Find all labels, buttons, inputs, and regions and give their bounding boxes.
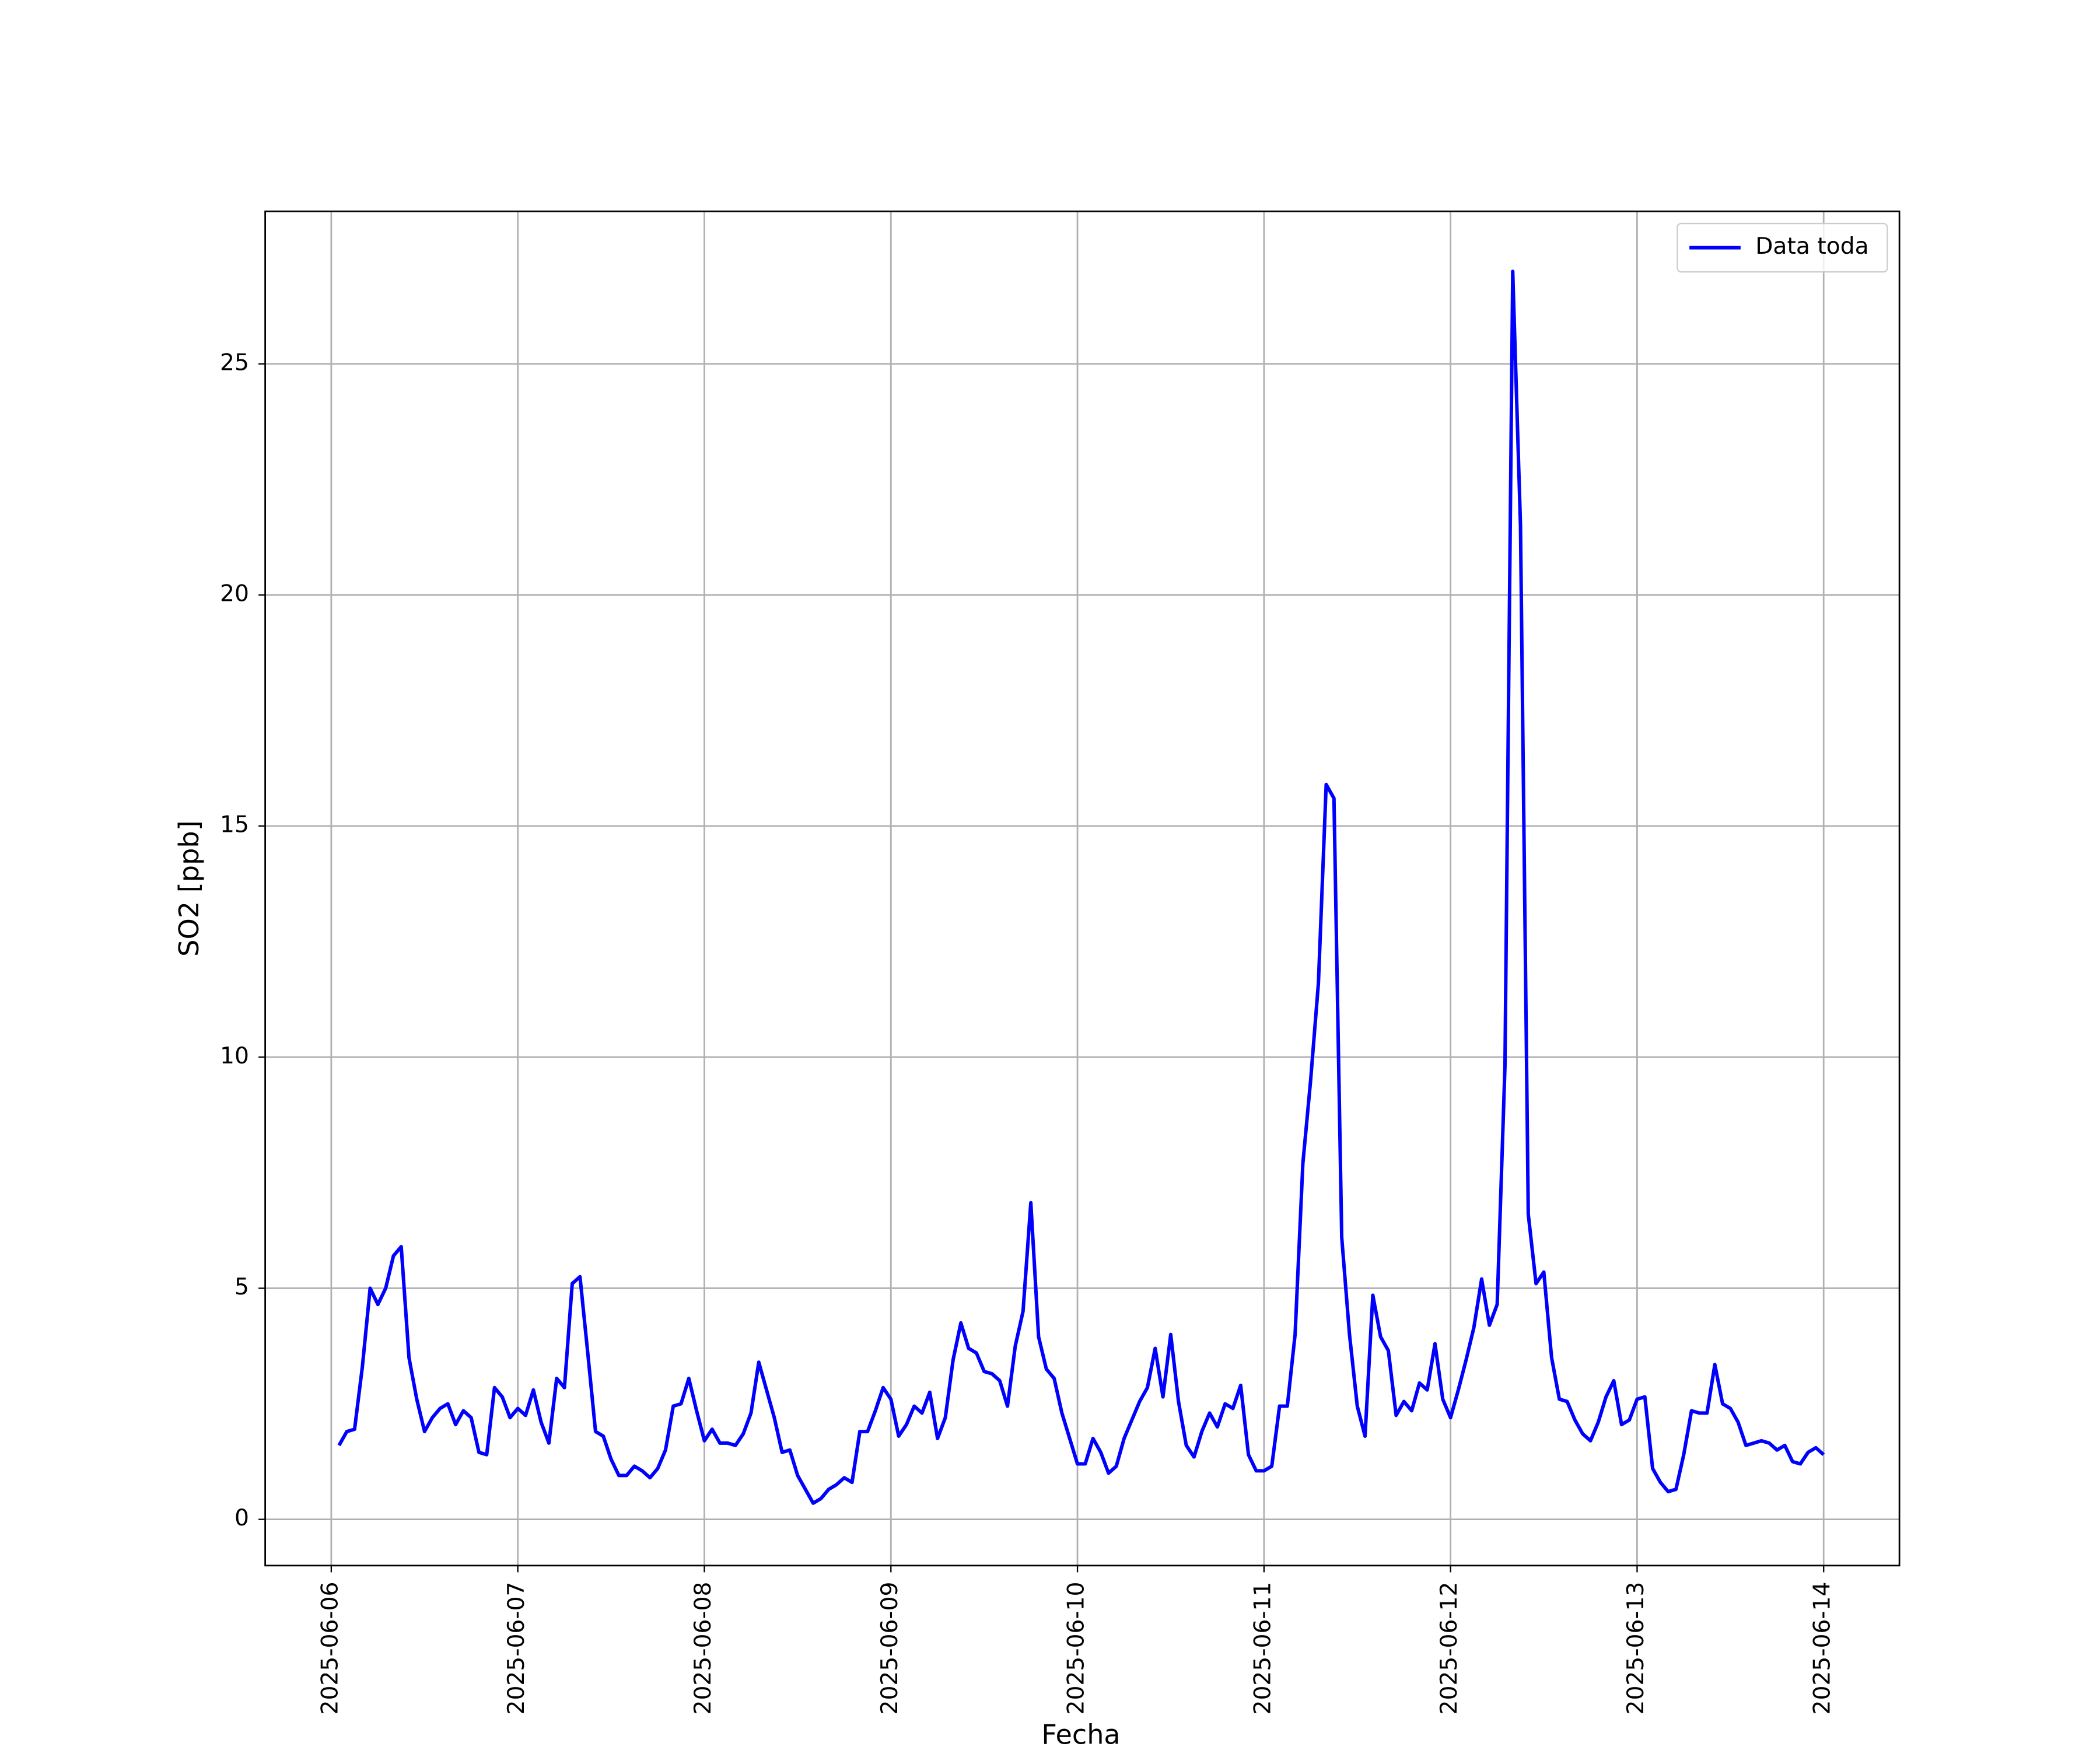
legend-label: Data toda bbox=[1755, 233, 1868, 260]
y-tick-label: 25 bbox=[220, 349, 249, 376]
x-tick-label: 2025-06-14 bbox=[1810, 1582, 1836, 1715]
y-tick-label: 15 bbox=[220, 812, 249, 838]
x-tick-label: 2025-06-10 bbox=[1063, 1582, 1090, 1715]
x-tick-label: 2025-06-06 bbox=[317, 1582, 343, 1715]
x-tick-label: 2025-06-12 bbox=[1436, 1582, 1462, 1715]
plot-frame bbox=[264, 210, 1901, 1567]
legend: Data toda bbox=[1676, 222, 1888, 273]
x-axis-label: Fecha bbox=[1041, 1718, 1120, 1750]
x-tick-label: 2025-06-11 bbox=[1250, 1582, 1276, 1715]
y-tick-label: 20 bbox=[220, 580, 249, 607]
legend-box bbox=[1676, 222, 1888, 273]
y-tick-label: 5 bbox=[235, 1274, 249, 1300]
x-tick-label: 2025-06-07 bbox=[503, 1582, 530, 1715]
data-line bbox=[337, 270, 1825, 1505]
y-axis-label: SO2 [ppb] bbox=[173, 820, 205, 957]
x-tick-label: 2025-06-13 bbox=[1623, 1582, 1649, 1715]
x-tick-label: 2025-06-08 bbox=[690, 1582, 716, 1715]
y-tick-label: 0 bbox=[235, 1505, 249, 1531]
x-tick-label: 2025-06-09 bbox=[877, 1582, 903, 1715]
y-tick-label: 10 bbox=[220, 1043, 249, 1069]
